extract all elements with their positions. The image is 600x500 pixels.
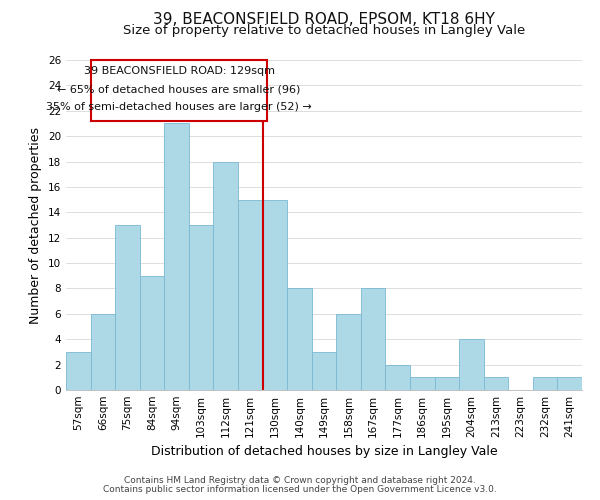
Text: 39 BEACONSFIELD ROAD: 129sqm: 39 BEACONSFIELD ROAD: 129sqm bbox=[83, 66, 275, 76]
Bar bbox=[115, 225, 140, 390]
Bar bbox=[533, 378, 557, 390]
Bar bbox=[91, 314, 115, 390]
Text: Contains public sector information licensed under the Open Government Licence v3: Contains public sector information licen… bbox=[103, 485, 497, 494]
Bar bbox=[410, 378, 434, 390]
Bar bbox=[557, 378, 582, 390]
Y-axis label: Number of detached properties: Number of detached properties bbox=[29, 126, 43, 324]
Bar bbox=[214, 162, 238, 390]
Bar bbox=[434, 378, 459, 390]
Bar bbox=[164, 124, 189, 390]
Bar bbox=[459, 339, 484, 390]
Bar bbox=[385, 364, 410, 390]
Bar bbox=[238, 200, 263, 390]
Bar bbox=[140, 276, 164, 390]
X-axis label: Distribution of detached houses by size in Langley Vale: Distribution of detached houses by size … bbox=[151, 446, 497, 458]
Text: 35% of semi-detached houses are larger (52) →: 35% of semi-detached houses are larger (… bbox=[46, 102, 312, 112]
Bar bbox=[336, 314, 361, 390]
Bar bbox=[189, 225, 214, 390]
Bar bbox=[312, 352, 336, 390]
Bar bbox=[66, 352, 91, 390]
FancyBboxPatch shape bbox=[91, 60, 268, 121]
Text: ← 65% of detached houses are smaller (96): ← 65% of detached houses are smaller (96… bbox=[58, 84, 301, 94]
Text: Size of property relative to detached houses in Langley Vale: Size of property relative to detached ho… bbox=[123, 24, 525, 37]
Text: Contains HM Land Registry data © Crown copyright and database right 2024.: Contains HM Land Registry data © Crown c… bbox=[124, 476, 476, 485]
Bar bbox=[361, 288, 385, 390]
Bar bbox=[263, 200, 287, 390]
Bar bbox=[287, 288, 312, 390]
Bar bbox=[484, 378, 508, 390]
Text: 39, BEACONSFIELD ROAD, EPSOM, KT18 6HY: 39, BEACONSFIELD ROAD, EPSOM, KT18 6HY bbox=[153, 12, 495, 28]
